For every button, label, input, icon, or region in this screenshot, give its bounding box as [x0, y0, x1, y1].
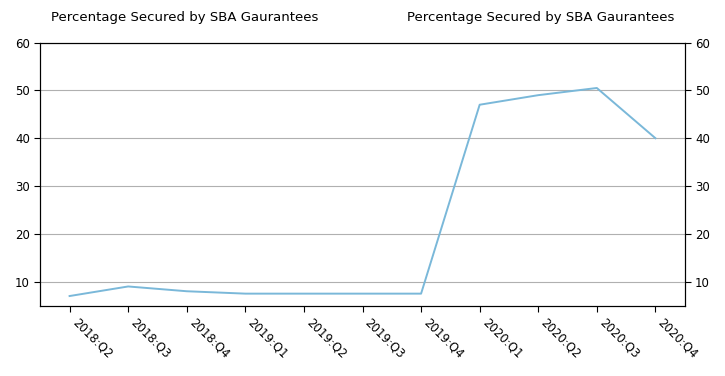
Text: Percentage Secured by SBA Gaurantees: Percentage Secured by SBA Gaurantees	[51, 11, 318, 24]
Text: Percentage Secured by SBA Gaurantees: Percentage Secured by SBA Gaurantees	[407, 11, 674, 24]
